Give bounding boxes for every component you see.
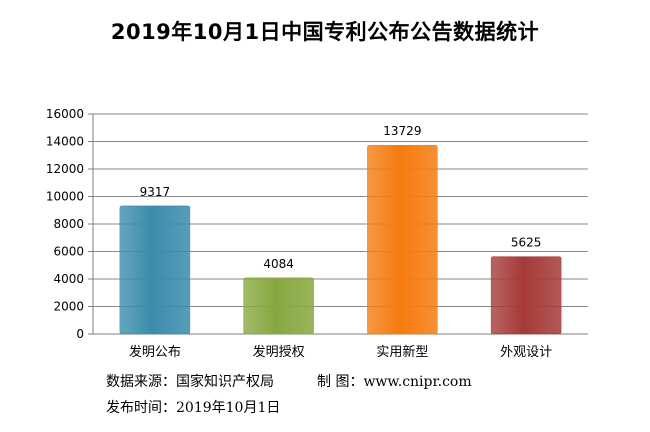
data-label: 5625: [511, 236, 542, 250]
data-label: 13729: [383, 124, 421, 138]
bar: [367, 145, 437, 334]
y-tick-label: 14000: [46, 135, 84, 149]
y-tick-label: 10000: [46, 190, 84, 204]
y-tick-label: 6000: [53, 245, 84, 259]
y-tick-label: 0: [76, 327, 84, 341]
y-tick-label: 8000: [53, 217, 84, 231]
bar: [120, 206, 190, 334]
y-tick-label: 4000: [53, 272, 84, 286]
x-tick-label: 发明公布: [129, 344, 181, 360]
y-tick-label: 16000: [46, 107, 84, 121]
y-tick-label: 2000: [53, 300, 84, 314]
y-tick-labels: 0 2000 4000 6000 8000 10000 12000 14000 16000: [46, 107, 84, 341]
data-source: 数据来源：国家知识产权局: [106, 374, 274, 390]
data-label: 9317: [140, 185, 171, 199]
chart-maker: 制 图：www.cnipr.com: [317, 374, 472, 390]
x-tick-label: 实用新型: [376, 344, 428, 360]
bars: [120, 145, 561, 334]
publish-date: 发布时间：2019年10月1日: [106, 400, 280, 416]
y-tick-label: 12000: [46, 162, 84, 176]
x-tick-labels: 发明公布 发明授权 实用新型 外观设计: [129, 344, 552, 360]
footer-date-line: 发布时间：2019年10月1日: [106, 397, 280, 417]
bar: [491, 257, 561, 334]
data-label: 4084: [263, 257, 294, 271]
data-labels: 9317 4084 13729 5625: [140, 124, 542, 271]
footer-source-line: 数据来源：国家知识产权局 制 图：www.cnipr.com: [106, 371, 472, 391]
bar: [244, 278, 314, 334]
x-tick-label: 外观设计: [500, 345, 552, 360]
x-tick-label: 发明授权: [253, 344, 305, 360]
